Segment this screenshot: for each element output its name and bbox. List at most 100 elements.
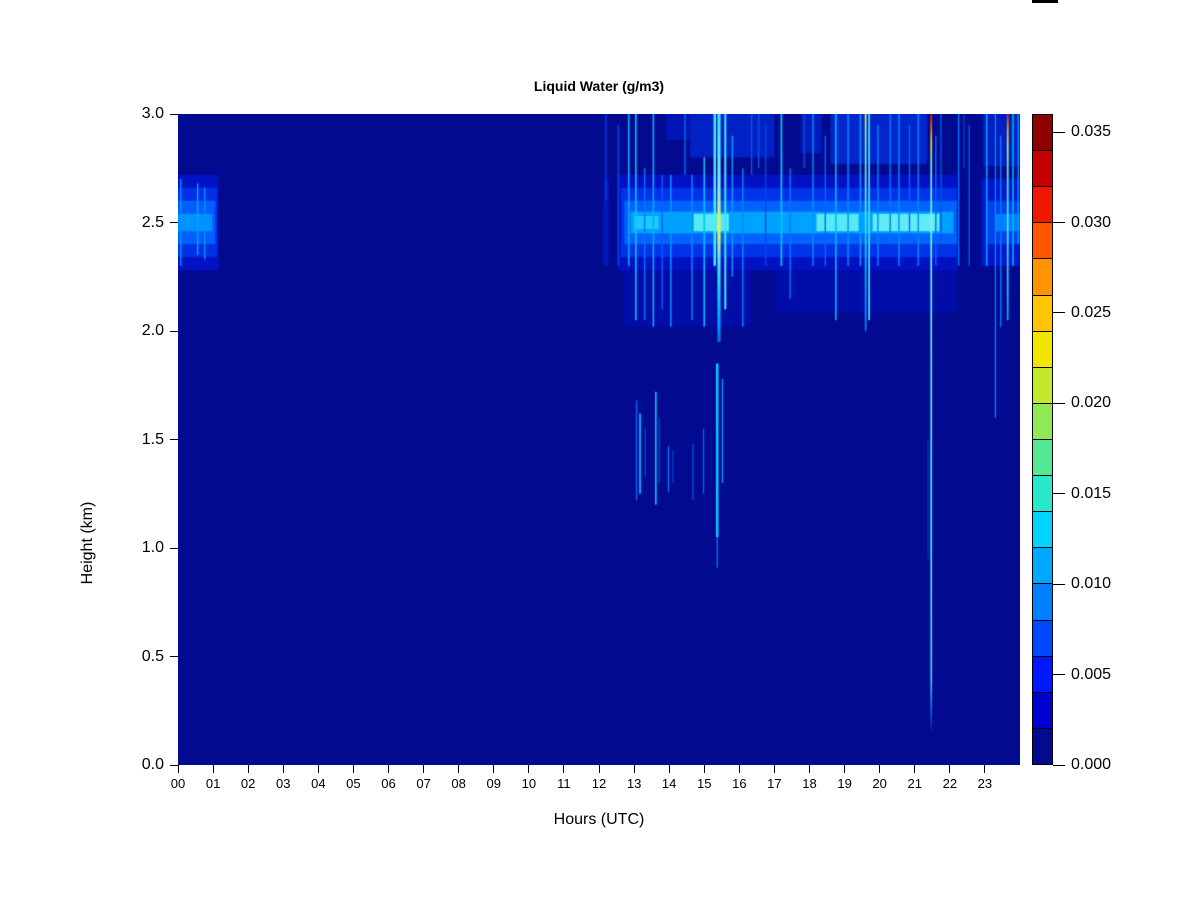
colorbar-tick-mark [1053,402,1065,404]
x-tick-label: 23 [977,776,993,791]
x-tick-label: 22 [942,776,958,791]
colorbar-tick-mark [1053,312,1065,314]
colorbar-segment [1033,222,1052,259]
colorbar-segment [1033,330,1052,367]
x-tick-mark [879,765,881,773]
x-tick-mark [703,765,705,773]
x-tick-mark [458,765,460,773]
x-tick-label: 18 [802,776,817,791]
y-tick-mark [170,330,178,332]
x-tick-mark [598,765,600,773]
colorbar-tick-mark [1053,131,1065,133]
x-tick-label: 04 [311,776,326,791]
x-tick-mark [423,765,425,773]
y-tick-mark [170,439,178,440]
colorbar-tick-mark [1053,764,1065,766]
x-tick-label: 10 [521,776,537,791]
colorbar-segment [1033,619,1052,656]
x-tick-mark [247,765,249,773]
x-tick-mark [563,765,565,773]
y-tick-mark [170,764,178,766]
colorbar-segment [1033,402,1052,439]
colorbar-tick-mark [1053,222,1065,223]
x-tick-label: 13 [626,776,642,791]
x-tick-mark [738,765,740,773]
colorbar-segment [1033,115,1052,151]
x-tick-label: 11 [557,776,571,791]
plot-title: Liquid Water (g/m3) [533,78,665,94]
colorbar-segment [1033,547,1052,584]
y-tick-label: 1.0 [141,539,164,556]
colorbar-tick-mark [1053,674,1065,676]
x-tick-label: 07 [416,776,431,791]
colorbar-tick-label: 0.020 [1071,394,1112,412]
colorbar-segment [1033,475,1052,512]
y-tick-label: 2.5 [141,213,164,231]
x-tick-label: 06 [381,776,396,791]
colorbar-segment [1033,727,1052,764]
x-tick-mark [493,765,495,773]
colorbar-segment [1033,366,1052,403]
y-tick-label: 1.5 [141,430,164,448]
x-tick-label: 19 [837,776,852,791]
colorbar-tick-mark [1053,583,1065,585]
x-tick-mark [352,765,354,773]
y-tick-label: 3.0 [141,105,164,122]
colorbar [1032,114,1053,765]
colorbar-segment [1033,438,1052,476]
x-tick-label: 14 [661,776,677,791]
y-tick-mark [170,656,178,657]
x-tick-label: 20 [872,776,887,791]
colorbar-segment [1033,150,1052,187]
x-tick-label: 12 [591,776,607,791]
x-tick-mark [914,765,916,773]
y-tick-mark [170,547,178,549]
heatmap-canvas [178,114,1020,765]
colorbar-segment [1033,691,1052,728]
colorbar-tick-label: 0.005 [1071,665,1112,683]
x-tick-mark [773,765,775,773]
x-tick-mark [984,765,986,773]
x-tick-mark [844,765,846,773]
x-tick-label: 02 [240,776,256,791]
colorbar-tick-label: 0.025 [1071,303,1112,321]
colorbar-tick-label: 0.030 [1071,213,1112,231]
colorbar-tick-mark [1053,493,1065,495]
x-tick-mark [282,765,284,773]
y-axis-title: Height (km) [79,501,96,585]
truncated-legend-mark [1032,0,1058,3]
y-tick-mark [170,222,178,223]
x-tick-label: 08 [451,776,466,791]
x-tick-label: 05 [346,776,361,791]
x-tick-mark [388,765,389,773]
x-tick-mark [809,765,810,773]
x-tick-mark [668,765,670,773]
x-axis-title: Hours (UTC) [553,811,645,828]
x-tick-label: 01 [205,776,221,791]
y-tick-label: 2.0 [141,322,164,339]
x-tick-label: 21 [907,776,922,791]
colorbar-segment [1033,583,1052,620]
y-tick-mark [170,113,178,115]
y-tick-label: 0.5 [141,647,164,665]
colorbar-segment [1033,511,1052,548]
x-tick-mark [528,765,530,773]
colorbar-segment [1033,258,1052,295]
x-tick-label: 15 [697,776,712,791]
x-tick-label: 16 [732,776,747,791]
y-tick-label: 0.0 [141,756,164,773]
x-tick-mark [177,765,179,773]
x-tick-label: 03 [276,776,291,791]
colorbar-segment [1033,294,1052,331]
x-tick-mark [949,765,951,773]
colorbar-tick-label: 0.010 [1071,575,1112,593]
x-tick-label: 00 [170,776,186,791]
x-tick-label: 17 [767,776,782,791]
x-tick-mark [317,765,319,773]
x-tick-mark [633,765,635,773]
x-tick-label: 09 [486,776,501,791]
x-tick-mark [212,765,214,773]
colorbar-segment [1033,186,1052,223]
colorbar-tick-label: 0.000 [1071,756,1112,773]
